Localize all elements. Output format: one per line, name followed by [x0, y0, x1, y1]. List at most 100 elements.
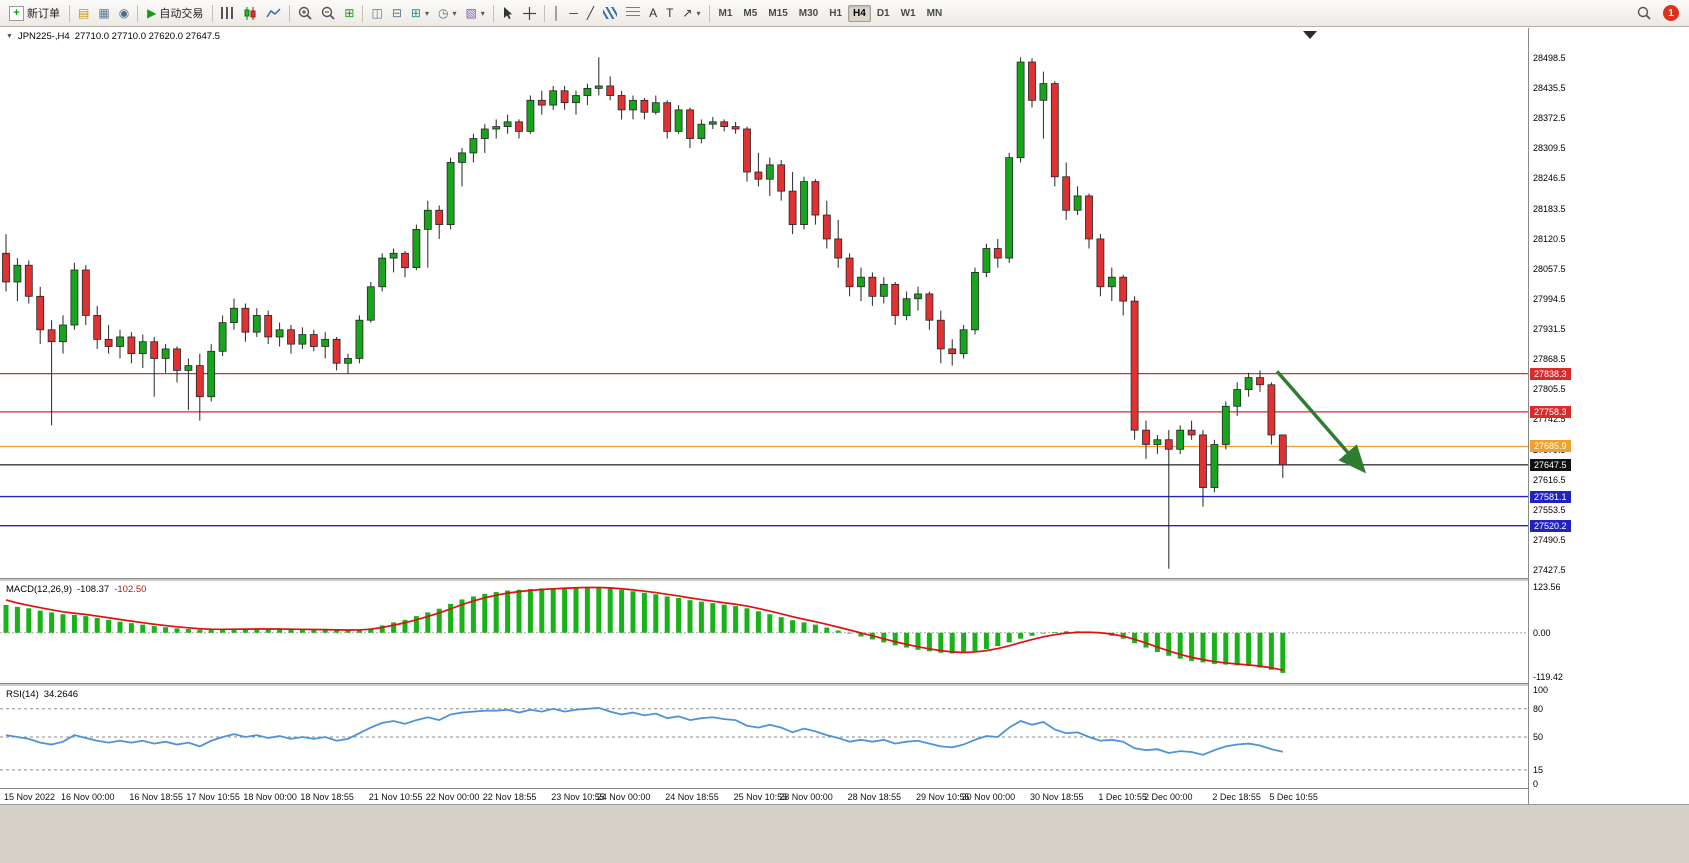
search-button[interactable] [1633, 2, 1655, 25]
price-tick: 28309.5 [1533, 143, 1566, 154]
candlestick-chart-button[interactable] [239, 2, 261, 25]
price-badge: 27758.3 [1530, 405, 1571, 418]
new-chart-icon: ⊞ [410, 6, 421, 20]
periods-button[interactable]: ◷ ▾ [434, 2, 461, 25]
templates-button[interactable]: ▧ ▾ [461, 2, 488, 25]
timeframe-h1[interactable]: H1 [829, 7, 843, 19]
price-tick: 28435.5 [1533, 83, 1566, 94]
cascade-windows-icon: ◫ [371, 6, 383, 20]
time-label: 23 Nov 10:55 [551, 792, 605, 802]
time-label: 18 Nov 18:55 [300, 792, 354, 802]
fibonacci-button[interactable] [622, 2, 644, 25]
price-tick: 27553.5 [1533, 504, 1566, 515]
price-tick: 27931.5 [1533, 324, 1566, 335]
trendline-button[interactable]: ╱ [583, 2, 598, 25]
bar-chart-button[interactable] [217, 2, 238, 25]
time-axis[interactable]: 15 Nov 2022 16 Nov 00:00 16 Nov 18:55 17 No… [0, 788, 1528, 804]
template-icon: ▧ [465, 6, 477, 20]
zoom-out-icon [322, 6, 336, 20]
equidistant-channel-button[interactable] [599, 2, 621, 25]
timeframe-m30[interactable]: M30 [798, 7, 819, 19]
rsi-panel[interactable] [0, 686, 1528, 788]
price-badge: 27647.5 [1530, 458, 1571, 471]
new-order-button[interactable]: + 新订单 [4, 2, 65, 25]
candlestick-chart-icon [244, 6, 256, 20]
macd-panel[interactable] [0, 581, 1528, 683]
fibonacci-icon [626, 7, 641, 19]
window-background [0, 804, 1689, 863]
notification-badge[interactable]: 1 [1663, 5, 1679, 21]
timeframe-m1[interactable]: M1 [718, 7, 733, 19]
macd-axis-tick: -119.42 [1533, 672, 1563, 682]
trendline-icon: ╱ [586, 6, 595, 20]
price-tick: 27805.5 [1533, 384, 1566, 395]
timeframe-h4[interactable]: H4 [848, 4, 871, 22]
market-watch-button[interactable]: ▤ [74, 2, 93, 25]
navigator-icon: ◉ [118, 6, 130, 20]
data-window-button[interactable]: ▦ [94, 2, 113, 25]
cascade-windows-button[interactable]: ◫ [367, 2, 386, 25]
toolbar-separator [212, 4, 214, 22]
vertical-line-button[interactable]: │ [549, 2, 565, 25]
price-tick: 28372.5 [1533, 113, 1566, 124]
time-label: 28 Nov 00:00 [779, 792, 833, 802]
navigator-button[interactable]: ◉ [115, 2, 133, 25]
time-label: 28 Nov 18:55 [847, 792, 902, 802]
price-tick: 27868.5 [1533, 354, 1566, 365]
zoom-out-button[interactable] [317, 2, 339, 25]
price-tick: 28246.5 [1533, 173, 1566, 184]
time-label: 5 Dec 10:55 [1269, 792, 1318, 802]
price-tick: 27994.5 [1533, 293, 1566, 304]
timeframe-m5[interactable]: M5 [743, 7, 758, 19]
arrows-tool-button[interactable]: ↗ ▾ [678, 2, 704, 25]
toolbar-separator [708, 4, 710, 22]
rsi-axis-tick: 100 [1533, 685, 1549, 695]
timeframe-w1[interactable]: W1 [900, 7, 916, 19]
crosshair-icon [522, 6, 536, 20]
rsi-axis-tick: 80 [1533, 703, 1544, 714]
line-chart-button[interactable] [262, 2, 285, 25]
time-label: 16 Nov 00:00 [61, 792, 115, 802]
toolbar-separator [69, 4, 70, 22]
timeframe-mn[interactable]: MN [926, 7, 943, 19]
time-label: 1 Dec 10:55 [1098, 792, 1147, 802]
toolbar-separator [289, 4, 291, 22]
price-tick: 27427.5 [1533, 565, 1566, 575]
candlestick-chart[interactable] [0, 28, 1528, 578]
search-icon [1637, 6, 1651, 20]
text-button[interactable]: A [645, 2, 661, 25]
time-label: 30 Nov 18:55 [1030, 792, 1084, 802]
macd-axis-tick: 123.56 [1533, 582, 1561, 592]
toolbar-separator [362, 4, 364, 22]
line-chart-icon [266, 8, 281, 18]
toolbar: + 新订单 ▤ ▦ ◉ ▶ 自动交易 ⊞ ◫ ⊟ ⊞ ▾ ◷ ▾ [0, 0, 1689, 27]
price-axis[interactable]: 28498.5 28435.5 28372.5 28309.5 28246.5 28183… [1528, 28, 1689, 804]
horizontal-line-icon: ─ [569, 6, 578, 20]
window-menu-icon: ▼ [6, 33, 13, 40]
new-chart-button[interactable]: ⊞ ▾ [407, 2, 433, 25]
arrange-windows-button[interactable]: ⊟ [388, 2, 406, 25]
horizontal-line-button[interactable]: ─ [565, 2, 582, 25]
cursor-button[interactable] [498, 2, 518, 25]
zoom-in-button[interactable] [294, 2, 316, 25]
price-badge: 27838.3 [1530, 367, 1571, 380]
macd-value-2: -102.50 [114, 584, 147, 595]
timeframe-m15[interactable]: M15 [768, 7, 788, 19]
chart-title: ▼ JPN225-,H4 27710.0 27710.0 27620.0 276… [6, 31, 220, 42]
text-label-button[interactable]: T [662, 2, 677, 25]
macd-value-1: -108.37 [77, 584, 110, 595]
tile-windows-button[interactable]: ⊞ [340, 2, 358, 25]
price-tick: 27742.5 [1533, 414, 1566, 425]
autotrading-button[interactable]: ▶ 自动交易 [142, 2, 208, 25]
time-label: 2 Dec 00:00 [1144, 792, 1193, 802]
time-label: 29 Nov 10:55 [916, 792, 970, 802]
crosshair-button[interactable] [519, 2, 540, 25]
timeframe-d1[interactable]: D1 [876, 7, 890, 19]
ohlc-values: 27710.0 27710.0 27620.0 27647.5 [74, 31, 220, 42]
time-label: 21 Nov 10:55 [368, 792, 423, 802]
time-label: 2 Dec 18:55 [1212, 792, 1261, 802]
price-tick: 27490.5 [1533, 534, 1566, 545]
vertical-line-icon: │ [552, 6, 561, 20]
market-watch-icon: ▤ [78, 6, 90, 20]
text-icon: A [649, 6, 658, 20]
